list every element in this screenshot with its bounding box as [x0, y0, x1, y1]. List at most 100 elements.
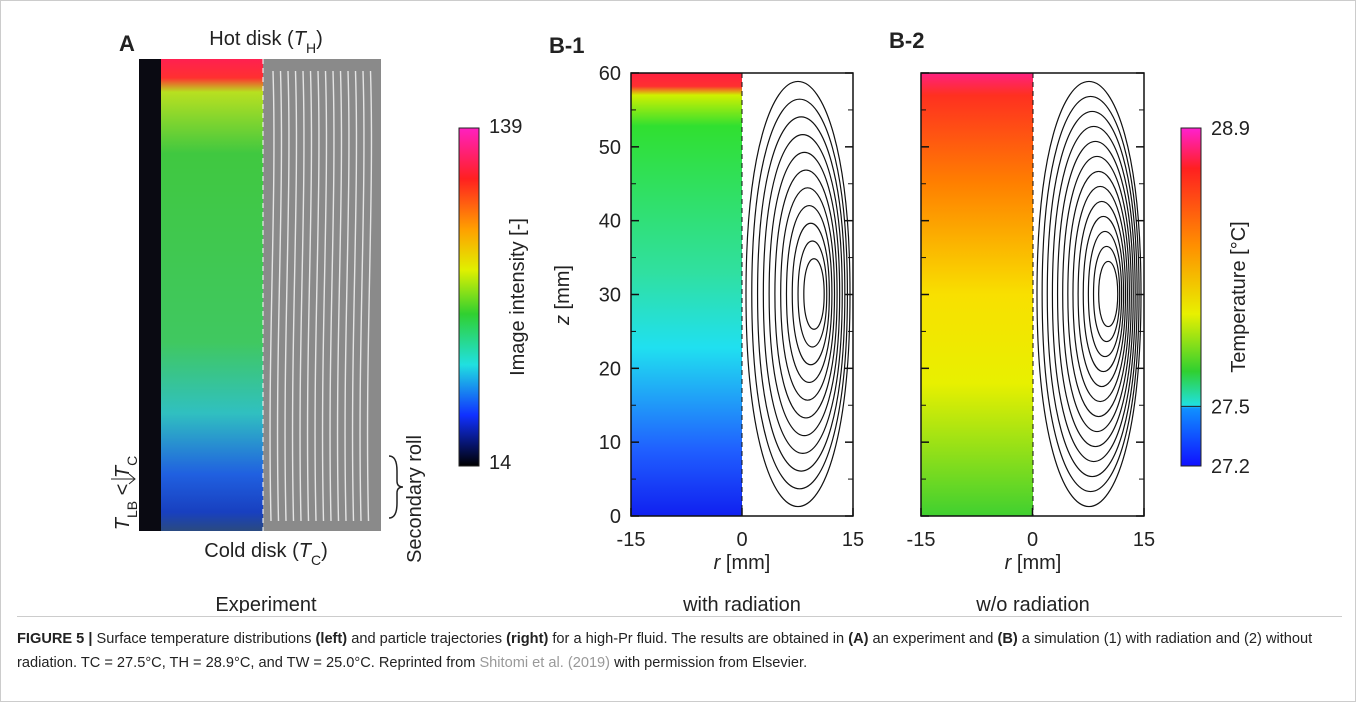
streamline [1092, 246, 1121, 342]
x-tick-label: 0 [736, 529, 747, 551]
text: T [112, 464, 134, 478]
streamline [762, 134, 843, 454]
streamline [1056, 140, 1134, 448]
panel-label: B-2 [889, 28, 924, 53]
trajectory [321, 70, 328, 522]
trajectory [344, 70, 350, 522]
colorbar [458, 127, 480, 467]
text: [mm] [720, 552, 770, 574]
trajectory [299, 70, 305, 522]
panel-label: A [119, 31, 135, 56]
text: (left) [315, 631, 348, 647]
streamline [780, 187, 836, 401]
x-axis-label: r [mm] [1005, 552, 1062, 574]
panel-caption: Experiment [215, 594, 317, 613]
text: ) [316, 28, 323, 50]
brace [388, 455, 404, 519]
text: ) [321, 540, 328, 562]
text: Hot disk ( [209, 28, 294, 50]
text: LB [124, 501, 140, 518]
streamline [1077, 200, 1127, 388]
figure-panels: A Hot disk (TH) Cold disk (TC) Experimen… [111, 28, 1250, 616]
streamline [774, 169, 838, 419]
colorbar-title: Temperature [°C] [1228, 221, 1250, 372]
caption: FIGURE 5 | Surface temperature distribut… [17, 616, 1342, 675]
text: T [112, 516, 134, 530]
panel-caption: w/o radiation [975, 594, 1089, 613]
text: Cold disk ( [204, 540, 299, 562]
text: a simulation (1) with radiation and (2) … [17, 631, 1313, 671]
streamline [1087, 231, 1123, 357]
x-tick-label: 15 [1133, 529, 1155, 551]
text: for a high-Pr fluid. The results are obt… [548, 631, 849, 647]
text: Surface temperature distributions [92, 631, 316, 647]
x-tick-label: 0 [1027, 529, 1038, 551]
text: (B) [997, 631, 1018, 647]
trajectory [291, 70, 298, 522]
reference-link[interactable]: Shitomi et al. (2019) [479, 655, 611, 671]
text: [mm] [1011, 552, 1061, 574]
text: and particle trajectories [347, 631, 507, 647]
streamline [756, 116, 846, 472]
text: an experiment and [868, 631, 998, 647]
streamline [803, 258, 825, 330]
arrow [111, 473, 136, 485]
streamline [1082, 215, 1125, 373]
text: T [299, 540, 313, 562]
y-axis-label: z [mm] [552, 265, 574, 326]
colorbar-tick-label: 27.5 [1211, 396, 1250, 418]
roll-label: Secondary roll [404, 435, 426, 563]
y-tick-label: 0 [610, 506, 621, 528]
text: H [306, 40, 316, 56]
panel-caption: with radiation [682, 594, 801, 613]
text: C [311, 552, 321, 568]
trajectory [336, 70, 343, 522]
text: (right) [506, 631, 549, 647]
x-tick-label: -15 [617, 529, 646, 551]
streamline [1051, 125, 1136, 463]
temperature-field [921, 73, 1033, 516]
streamline [1041, 96, 1140, 492]
trajectory [284, 70, 290, 522]
side-label: TLB < TC [112, 456, 140, 530]
trajectory [366, 70, 373, 522]
text: < [112, 478, 134, 501]
trajectory [276, 70, 283, 522]
trajectory [359, 70, 365, 522]
streamline [1062, 156, 1132, 432]
y-tick-label: 60 [599, 63, 621, 85]
y-tick-label: 20 [599, 358, 621, 380]
bottom-label: Cold disk (TC) [204, 540, 328, 568]
colorbar-max: 139 [489, 116, 522, 138]
streamline [785, 205, 833, 383]
colorbar-title: Image intensity [-] [507, 218, 529, 376]
trajectory [306, 70, 313, 522]
trajectory [269, 70, 275, 522]
text: [mm] [552, 265, 574, 315]
x-axis-label: r [mm] [714, 552, 771, 574]
streamline [1067, 170, 1130, 418]
streamline [1072, 186, 1129, 402]
streamline [791, 222, 830, 366]
trajectory [314, 70, 320, 522]
colorbar-tick-label: 27.2 [1211, 456, 1250, 478]
text: r [1005, 552, 1013, 574]
colorbar-min: 14 [489, 452, 511, 474]
text: (A) [848, 631, 869, 647]
temperature-field [631, 73, 742, 516]
text: with permission from Elsevier. [610, 655, 808, 671]
top-label: Hot disk (TH) [209, 28, 322, 56]
trajectory [329, 70, 335, 522]
caption-label: FIGURE 5 | [17, 631, 93, 647]
y-tick-label: 10 [599, 432, 621, 454]
panel-label: B-1 [549, 33, 584, 58]
text: T [294, 28, 308, 50]
streamline [751, 98, 849, 490]
text: C [124, 456, 140, 466]
y-tick-label: 30 [599, 285, 621, 307]
text: z [552, 315, 574, 326]
colorbar [1180, 127, 1202, 467]
y-tick-label: 40 [599, 211, 621, 233]
y-tick-label: 50 [599, 137, 621, 159]
